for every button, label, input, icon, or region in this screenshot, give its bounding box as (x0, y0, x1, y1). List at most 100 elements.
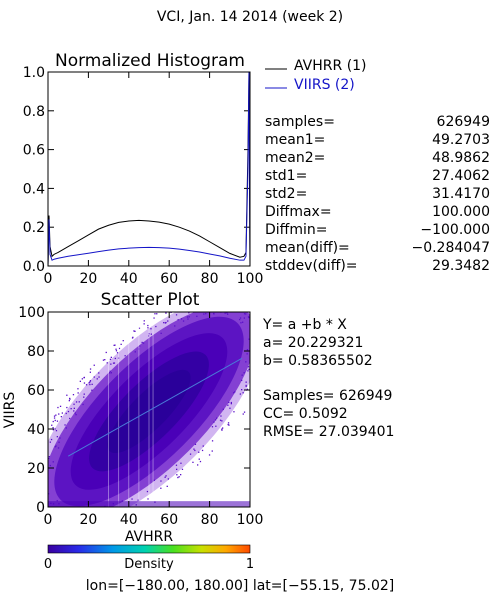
stat-label: Diffmin= (265, 222, 327, 238)
scatter-point (36, 522, 37, 523)
scatter-point (180, 474, 182, 476)
scatter-point (223, 289, 224, 290)
scatter-point (245, 292, 246, 293)
scatter-point (248, 338, 250, 340)
scatter-point (115, 350, 118, 352)
scatter-point (167, 320, 169, 322)
scatter-point (259, 337, 260, 338)
scat-x-tick-label: 40 (120, 512, 138, 528)
scatter-point (76, 537, 77, 538)
scatter-point (85, 529, 86, 530)
scatter-point (255, 337, 256, 338)
scatter-point (233, 411, 235, 413)
scatter-point (133, 330, 135, 332)
scatter-point (27, 511, 28, 512)
scatter-point (181, 468, 184, 470)
scat-y-tick-label: 80 (27, 344, 45, 360)
scatter-point (199, 460, 202, 463)
scatter-point (29, 493, 30, 494)
scatter-point (203, 313, 205, 315)
scatter-point (102, 359, 105, 361)
scatter-point (113, 362, 116, 364)
scatter-point (233, 305, 234, 306)
scatter-point (203, 291, 204, 292)
scat-x-tick-label: 60 (160, 512, 178, 528)
scatter-point (83, 393, 85, 395)
scatter-point (153, 317, 155, 319)
scatter-point (198, 458, 200, 460)
stat-label: mean(diff)= (265, 240, 350, 256)
hist-series-viirs (48, 72, 250, 266)
scatter-point (57, 406, 59, 409)
scatter-point (54, 428, 56, 430)
scatter-point (109, 370, 111, 372)
scatter-point (114, 357, 116, 360)
scatter-point (68, 400, 70, 402)
scatter-point (67, 410, 70, 413)
scatter-point (230, 403, 232, 405)
scatter-point (220, 415, 222, 417)
scatter-point (135, 507, 136, 508)
scatter-point (32, 454, 33, 455)
scatter-point (147, 327, 149, 329)
scatter-point (208, 454, 211, 456)
scatter-point (209, 307, 210, 308)
scatter-point (267, 289, 268, 290)
stat-label: std2= (265, 186, 307, 202)
scatter-point (257, 367, 258, 368)
scatter-point (76, 516, 77, 517)
scatter-point (266, 285, 267, 286)
scatter-point (22, 509, 23, 510)
scatter-point (109, 372, 111, 374)
scat-y-tick-label: 0 (36, 500, 45, 516)
scatter-point (166, 485, 168, 487)
scatter-point (83, 396, 85, 398)
scatter-point (73, 403, 75, 405)
histogram-legend: AVHRR (1) VIIRS (2) (265, 58, 367, 93)
scatter-point (65, 542, 66, 543)
scatter-point (89, 381, 91, 383)
scatter-point (254, 371, 255, 372)
scatter-point (45, 442, 46, 443)
scatter-point (134, 330, 136, 332)
scatter-point (188, 316, 190, 318)
scatter-point (265, 370, 266, 371)
scatter-point (89, 368, 92, 370)
scatter-point (255, 391, 256, 392)
scatter-point (124, 355, 126, 357)
scatter-ylabel: VIIRS (2, 392, 18, 429)
scatter-point (56, 500, 58, 502)
scatter-point (178, 476, 180, 478)
scatter-point (259, 361, 260, 362)
scatter-point (221, 420, 223, 422)
colorbar-max-label: 1 (246, 557, 254, 572)
scatter-point (81, 538, 82, 539)
hist-x-tick-label: 100 (237, 271, 264, 287)
scatter-point (44, 448, 45, 449)
scatter-point (89, 383, 91, 386)
scatter-point (228, 401, 230, 404)
scatter-point (154, 313, 156, 315)
scatter-point (269, 293, 270, 294)
scatter-point (165, 475, 167, 477)
scatter-point (66, 522, 67, 523)
scatter-point (163, 322, 165, 324)
scatter-point (89, 380, 92, 382)
scatter-point (200, 300, 201, 301)
scatter-point (160, 487, 162, 489)
scatter-point (75, 401, 78, 403)
scatter-point (49, 441, 51, 443)
scatter-point (198, 451, 200, 453)
scatter-point (205, 289, 206, 290)
scatter-point (257, 331, 258, 332)
scatter-point (57, 447, 60, 449)
scatter-point (70, 542, 71, 543)
scatter-point (53, 417, 56, 419)
scatter-point (52, 429, 54, 431)
scatter-point (74, 520, 75, 521)
scatter-point (69, 397, 71, 400)
scatter-point (247, 316, 250, 318)
scatter-point (187, 318, 189, 320)
scatter-point (91, 383, 93, 385)
scatter-point (193, 448, 195, 450)
